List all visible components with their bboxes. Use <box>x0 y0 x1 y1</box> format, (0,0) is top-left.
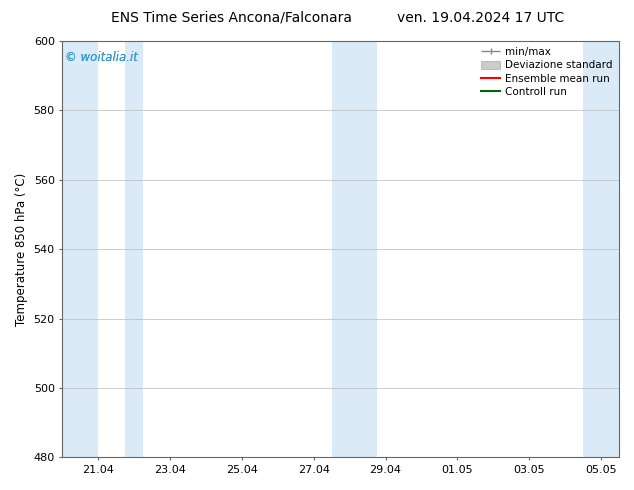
Text: ENS Time Series Ancona/Falconara: ENS Time Series Ancona/Falconara <box>111 11 352 25</box>
Bar <box>126 41 143 457</box>
Text: © woitalia.it: © woitalia.it <box>65 51 138 65</box>
Bar <box>332 41 377 457</box>
Legend: min/max, Deviazione standard, Ensemble mean run, Controll run: min/max, Deviazione standard, Ensemble m… <box>477 43 617 101</box>
Text: ven. 19.04.2024 17 UTC: ven. 19.04.2024 17 UTC <box>397 11 564 25</box>
Bar <box>62 41 98 457</box>
Text: © woitalia.it: © woitalia.it <box>65 51 138 65</box>
Y-axis label: Temperature 850 hPa (°C): Temperature 850 hPa (°C) <box>15 172 28 326</box>
Bar <box>583 41 634 457</box>
